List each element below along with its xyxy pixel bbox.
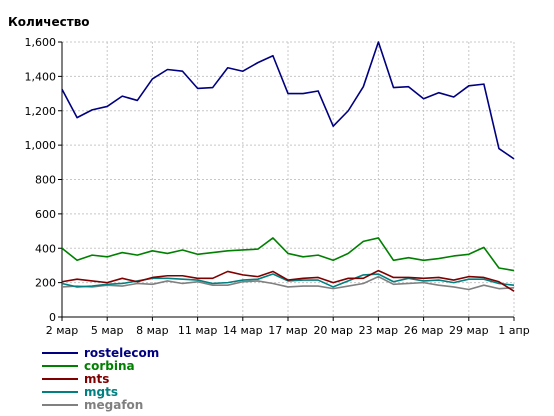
series-line-corbina [61,237,515,272]
legend-label-mgts: mgts [84,385,118,399]
series-line-megafon [61,275,515,291]
legend-label-rostelecom: rostelecom [84,346,159,360]
y-tick-label: 1,000 [25,139,57,152]
y-tick-label: 200 [35,277,56,290]
x-tick-label: 5 мар [91,324,124,337]
x-tick-label: 11 мар [178,324,218,337]
y-tick-label: 600 [35,208,56,221]
y-tick-label: 0 [49,311,56,324]
chart-title: Количество [8,15,90,29]
legend-label-mts: mts [84,372,109,386]
legend-label-megafon: megafon [84,398,143,412]
legend-label-corbina: corbina [84,359,135,373]
x-tick-label: 17 мар [268,324,308,337]
series-lines [61,41,515,292]
series-line-mgts [61,273,515,288]
x-tick-label: 8 мар [136,324,169,337]
series-line-rostelecom [61,41,515,160]
x-tick-label: 1 апр [498,324,529,337]
y-tick-label: 400 [35,242,56,255]
x-tick-label: 23 мар [359,324,399,337]
y-tick-label: 1,600 [25,36,57,49]
x-tick-label: 29 мар [449,324,489,337]
grid [62,41,515,317]
y-tick-label: 1,400 [25,70,57,83]
x-tick-label: 14 мар [223,324,263,337]
x-tick-label: 26 мар [404,324,444,337]
series-line-mts [61,269,515,292]
x-tick-label: 2 мар [46,324,79,337]
y-tick-label: 800 [35,174,56,187]
axes: 0 200 400 600 800 1,000 1,200 1,400 1,600 2 мар 5 … [25,36,530,337]
x-tick-label: 20 мар [313,324,353,337]
y-tick-label: 1,200 [25,105,57,118]
